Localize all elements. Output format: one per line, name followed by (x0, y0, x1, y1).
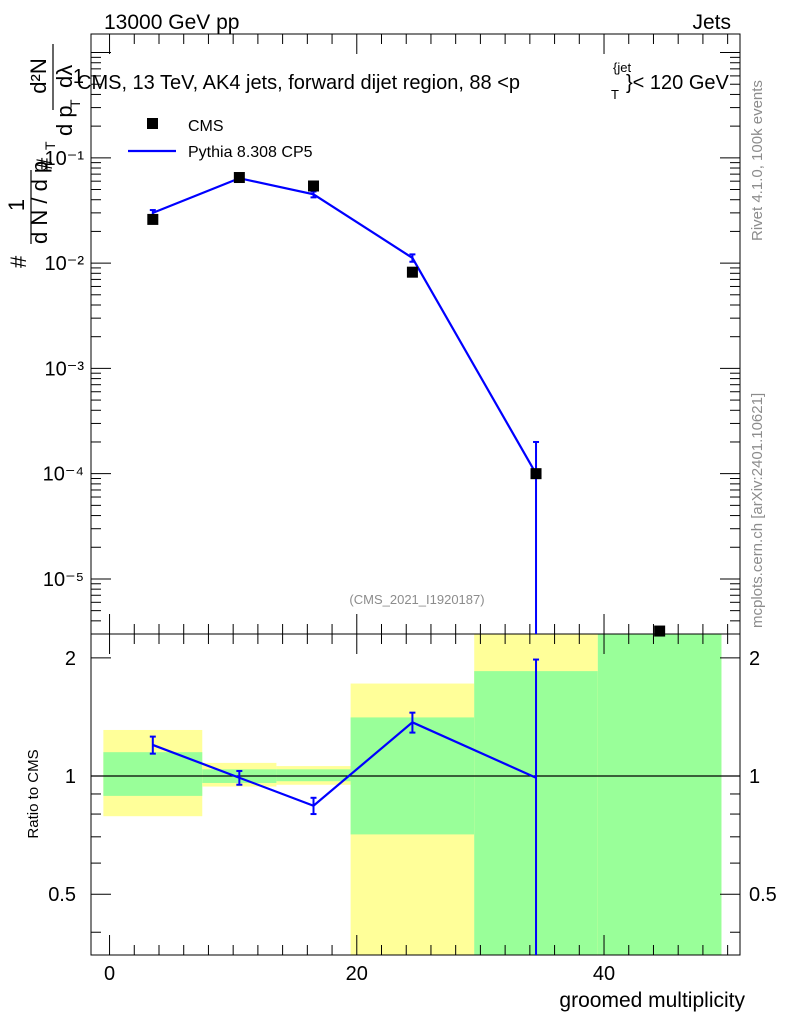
main-ytick-label: 10⁻³ (45, 358, 85, 380)
plot-title: CMS, 13 TeV, AK4 jets, forward dijet reg… (77, 60, 730, 102)
ylabel-ratio-denominator-tail: dλ (52, 65, 77, 88)
ylabel-one: 1 (4, 199, 29, 211)
xtick-label: 0 (104, 963, 115, 985)
main-ytick-label: 10⁻⁴ (43, 464, 84, 486)
ratio-band-green-2 (276, 769, 351, 782)
ratio-y-axis-label: Ratio to CMS (25, 749, 42, 838)
cms-data-point (654, 625, 666, 637)
ylabel-hash-mid: # (32, 157, 57, 170)
ratio-ytick-label-left: 0.5 (48, 884, 76, 906)
ratio-series (91, 658, 740, 955)
legend-cms-marker (147, 118, 158, 129)
main-x-axis-ticks (109, 34, 729, 955)
ylabel-ratio-denominator-sub: T (67, 99, 83, 108)
main-y-axis-label: # 1 d N / d p T # d²N d p T dλ (4, 44, 83, 268)
xtick-label: 20 (346, 963, 368, 985)
legend-cms-label: CMS (188, 118, 224, 135)
rivet-version-text: Rivet 4.1.0, 100k events (749, 80, 766, 241)
ylabel-ratio-numerator: d²N (26, 58, 51, 93)
title-subscript: T (611, 87, 619, 102)
ratio-ytick-label-right: 2 (749, 648, 760, 670)
title-superscript: {jet (613, 60, 631, 75)
ratio-ytick-label-left: 1 (65, 766, 76, 788)
main-ytick-label: 10⁻¹ (45, 148, 85, 170)
ratio-ytick-label-right: 0.5 (749, 884, 777, 906)
ratio-band-green-5 (597, 634, 722, 955)
xtick-label: 40 (593, 963, 615, 985)
energy-label: 13000 GeV pp (104, 11, 239, 34)
legend: CMS Pythia 8.308 CP5 (128, 118, 313, 161)
main-y-axis-ticks (91, 52, 740, 635)
main-ytick-label: 10⁻⁵ (43, 569, 84, 591)
x-axis-label: groomed multiplicity (559, 989, 745, 1012)
ylabel-denominator: d N / d p (27, 161, 52, 244)
cms-data-point (233, 172, 245, 184)
ratio-uncertainty-bands (103, 634, 722, 955)
cms-data-point (308, 180, 320, 192)
cms-data-point (406, 266, 418, 278)
main-series (147, 172, 666, 637)
ratio-ytick-label-left: 2 (65, 648, 76, 670)
ylabel-denominator-sub: T (42, 141, 58, 150)
pythia-line (152, 177, 537, 475)
title-main: CMS, 13 TeV, AK4 jets, forward dijet reg… (77, 72, 520, 94)
ratio-tick-labels: 2 2 1 1 0.5 0.5 0 20 40 (48, 648, 777, 985)
main-ytick-label: 10⁻² (45, 253, 85, 275)
ratio-plot-frame (90, 633, 741, 956)
cms-data-point (147, 213, 159, 225)
cms-data-point (530, 468, 542, 480)
legend-pythia-label: Pythia 8.308 CP5 (188, 144, 313, 161)
category-label: Jets (692, 11, 731, 34)
title-tail: }< 120 GeV (626, 72, 730, 94)
ylabel-ratio-denominator: d p (52, 105, 77, 136)
ytick-label-1: 1 (73, 66, 84, 88)
ylabel-hash-left: # (6, 255, 31, 268)
ratio-ytick-label-right: 1 (749, 766, 760, 788)
main-y-tick-labels: 10⁻¹ 10⁻² 10⁻³ 10⁻⁴ 10⁻⁵ (43, 148, 85, 591)
mcplots-site-text: mcplots.cern.ch [arXiv:2401.10621] (749, 393, 766, 628)
ratio-band-green-0 (103, 752, 203, 796)
analysis-watermark: (CMS_2021_I1920187) (349, 592, 484, 607)
